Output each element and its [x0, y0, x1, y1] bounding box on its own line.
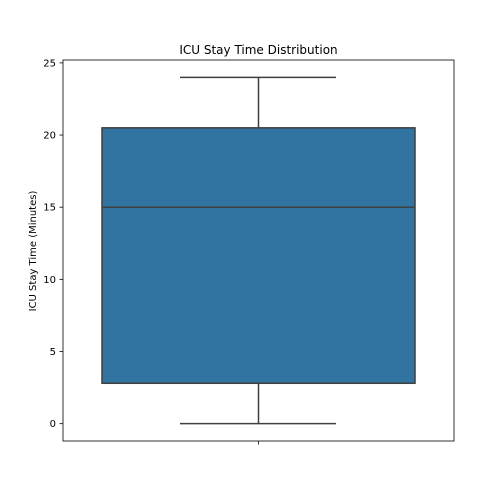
y-tick-label: 5	[50, 347, 56, 358]
chart-title: ICU Stay Time Distribution	[179, 43, 337, 57]
y-tick-label: 0	[50, 419, 56, 430]
y-tick-label: 20	[43, 131, 56, 142]
y-tick-label: 15	[43, 203, 56, 214]
y-axis-label: ICU Stay Time (Minutes)	[28, 191, 39, 312]
y-tick-label: 10	[43, 275, 56, 286]
y-tick-label: 25	[43, 58, 56, 69]
plot-area: 0 5 10 15 20 25	[43, 58, 455, 445]
box	[101, 127, 416, 385]
